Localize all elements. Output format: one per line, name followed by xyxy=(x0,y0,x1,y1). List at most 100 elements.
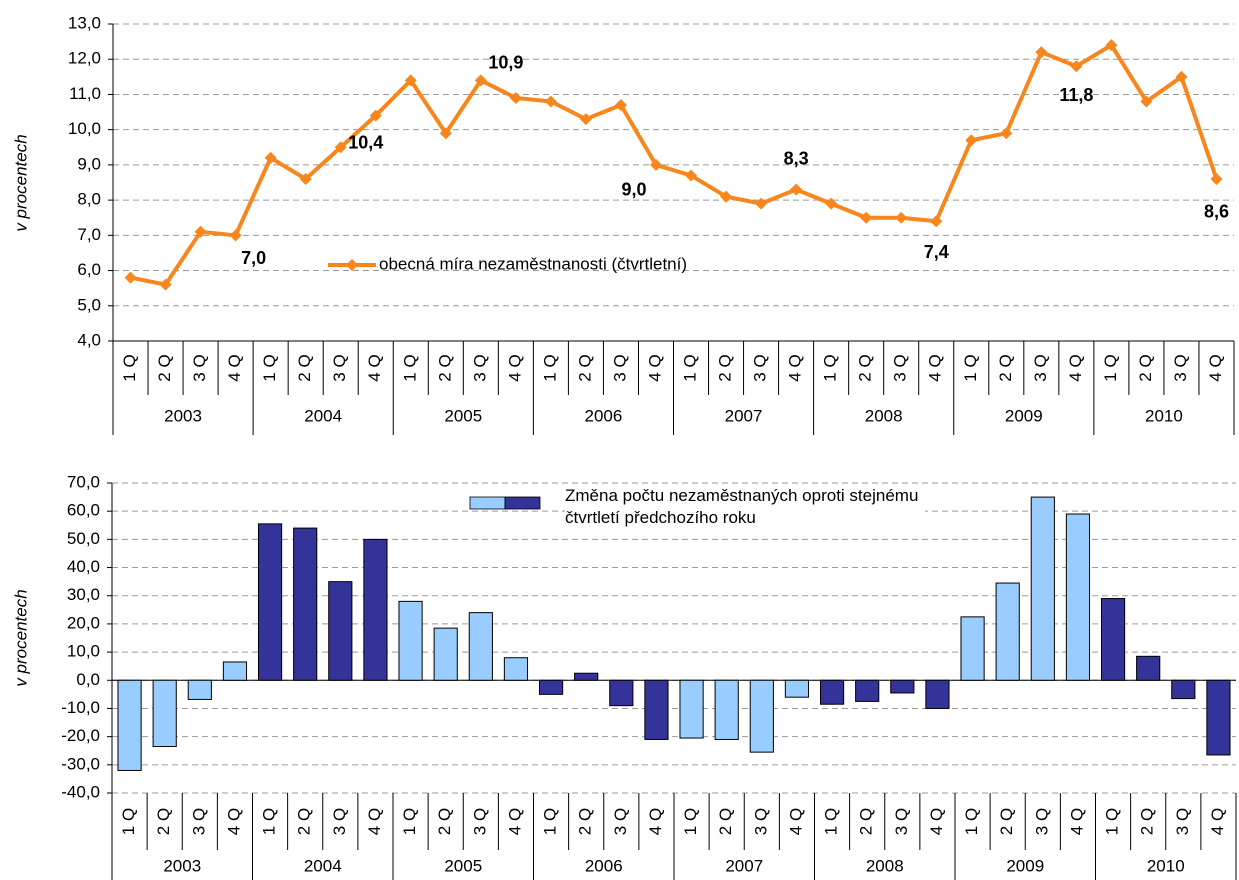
y-tick-label: 50,0 xyxy=(67,529,100,548)
bar xyxy=(187,679,212,700)
bar xyxy=(1136,655,1161,681)
year-label: 2007 xyxy=(725,406,763,425)
bar xyxy=(222,661,248,681)
year-label: 2005 xyxy=(444,856,482,875)
line xyxy=(130,42,1219,287)
marker xyxy=(124,271,137,284)
data-label: 7,4 xyxy=(924,242,949,262)
x-tick-label: 1 Q xyxy=(540,354,559,381)
y-tick-label: 10,0 xyxy=(68,119,101,138)
x-tick-label: 1 Q xyxy=(681,354,700,381)
bar xyxy=(328,581,353,681)
y-tick-label: 40,0 xyxy=(67,557,100,576)
x-tick-label: 2 Q xyxy=(435,354,454,381)
x-tick-label: 2 Q xyxy=(295,354,314,381)
marker xyxy=(1035,46,1048,59)
year-label: 2007 xyxy=(725,856,763,875)
bar xyxy=(468,612,493,681)
y-tick-label: -40,0 xyxy=(61,782,100,801)
marker xyxy=(1105,39,1118,52)
marker xyxy=(229,229,242,242)
x-tick-label: 3 Q xyxy=(610,354,629,381)
x-tick-label: 4 Q xyxy=(224,808,243,835)
legend-swatch xyxy=(469,496,506,510)
x-tick-label: 2 Q xyxy=(1136,354,1155,381)
marker xyxy=(1140,95,1153,108)
y-tick-label: 4,0 xyxy=(77,330,101,349)
x-tick-label: 4 Q xyxy=(1066,354,1085,381)
bar xyxy=(152,679,177,747)
bar xyxy=(819,679,845,705)
x-tick-label: 3 Q xyxy=(1032,808,1051,835)
y-tick-label: 9,0 xyxy=(77,154,101,173)
marker xyxy=(439,127,452,140)
x-tick-label: 1 Q xyxy=(1101,354,1120,381)
marker xyxy=(720,190,733,203)
marker xyxy=(264,151,277,164)
bar xyxy=(1206,679,1231,756)
data-label: 9,0 xyxy=(621,180,646,200)
marker xyxy=(369,109,382,122)
x-tick-label: 2 Q xyxy=(435,808,454,835)
y-tick-label: 6,0 xyxy=(77,260,101,279)
x-tick-label: 1 Q xyxy=(962,808,981,835)
x-tick-label: 3 Q xyxy=(611,808,630,835)
bar xyxy=(925,679,950,709)
marker xyxy=(474,74,487,87)
bar xyxy=(1100,598,1126,681)
y-tick-label: 13,0 xyxy=(68,13,101,32)
year-label: 2005 xyxy=(444,406,482,425)
bar xyxy=(644,679,669,740)
bar xyxy=(574,672,599,681)
y-tick-label: 30,0 xyxy=(67,585,100,604)
x-tick-label: 3 Q xyxy=(1173,808,1192,835)
year-label: 2003 xyxy=(164,406,202,425)
bar xyxy=(1030,496,1055,681)
marker xyxy=(1175,70,1188,83)
marker xyxy=(825,197,838,210)
marker xyxy=(579,113,592,126)
x-tick-label: 2 Q xyxy=(154,808,173,835)
x-tick-label: 3 Q xyxy=(330,354,349,381)
x-tick-label: 1 Q xyxy=(681,808,700,835)
x-tick-label: 4 Q xyxy=(786,354,805,381)
x-tick-label: 2 Q xyxy=(716,354,735,381)
x-tick-label: 4 Q xyxy=(505,808,524,835)
x-tick-label: 3 Q xyxy=(892,808,911,835)
marker xyxy=(509,91,522,104)
y-tick-label: 0,0 xyxy=(76,670,100,689)
x-tick-label: 1 Q xyxy=(541,808,560,835)
x-tick-label: 3 Q xyxy=(470,808,489,835)
data-label: 8,6 xyxy=(1204,202,1229,222)
x-tick-label: 1 Q xyxy=(260,808,279,835)
legend-label: obecná míra nezaměstnanosti (čtvrtletní) xyxy=(379,254,687,273)
marker xyxy=(860,211,873,224)
x-tick-label: 2 Q xyxy=(857,808,876,835)
marker xyxy=(614,99,627,112)
x-tick-label: 1 Q xyxy=(120,354,139,381)
x-tick-label: 3 Q xyxy=(189,808,208,835)
marker xyxy=(334,141,347,154)
year-label: 2004 xyxy=(304,406,342,425)
y-tick-label: 8,0 xyxy=(77,190,101,209)
x-tick-label: 2 Q xyxy=(155,354,174,381)
x-tick-label: 4 Q xyxy=(927,808,946,835)
marker xyxy=(544,95,557,108)
bar xyxy=(293,527,318,681)
bar xyxy=(398,600,423,681)
y-tick-label: 12,0 xyxy=(68,49,101,68)
y-tick-label: 20,0 xyxy=(67,613,100,632)
year-label: 2003 xyxy=(163,856,201,875)
x-tick-label: 4 Q xyxy=(365,808,384,835)
bar xyxy=(117,679,142,771)
year-label: 2010 xyxy=(1147,856,1185,875)
bar xyxy=(995,582,1020,681)
year-label: 2004 xyxy=(304,856,342,875)
y-tick-label: 60,0 xyxy=(67,501,100,520)
bar xyxy=(890,679,915,694)
x-tick-label: 2 Q xyxy=(575,354,594,381)
y-axis-title: v procentech xyxy=(11,134,30,231)
bar xyxy=(363,538,388,681)
marker xyxy=(1210,172,1223,185)
